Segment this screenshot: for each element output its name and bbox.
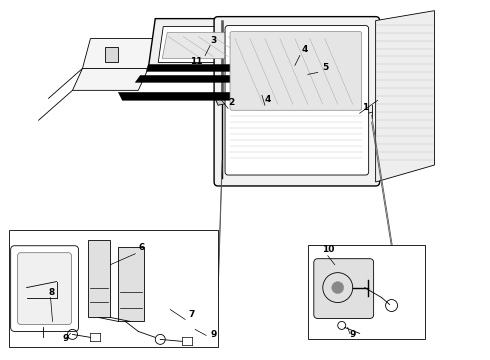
Polygon shape bbox=[148, 19, 315, 68]
Polygon shape bbox=[376, 11, 435, 182]
FancyBboxPatch shape bbox=[314, 259, 374, 319]
FancyBboxPatch shape bbox=[18, 253, 72, 324]
Text: 6: 6 bbox=[138, 243, 145, 252]
FancyBboxPatch shape bbox=[11, 246, 78, 332]
Text: 7: 7 bbox=[188, 310, 195, 319]
Polygon shape bbox=[158, 27, 304, 62]
Text: 3: 3 bbox=[210, 36, 217, 45]
Polygon shape bbox=[215, 95, 232, 105]
Text: 11: 11 bbox=[190, 58, 202, 67]
Polygon shape bbox=[147, 64, 315, 71]
Text: 2: 2 bbox=[228, 98, 234, 107]
Circle shape bbox=[332, 282, 343, 293]
Text: 4: 4 bbox=[265, 95, 271, 104]
Text: 9: 9 bbox=[63, 334, 69, 343]
Polygon shape bbox=[105, 46, 119, 62]
Bar bbox=[119, 247, 144, 321]
Bar bbox=[89, 240, 110, 318]
FancyBboxPatch shape bbox=[214, 17, 380, 186]
Text: 8: 8 bbox=[49, 288, 55, 297]
Text: 4: 4 bbox=[302, 45, 308, 54]
Bar bbox=[9, 230, 218, 347]
Text: 1: 1 bbox=[362, 103, 368, 112]
Polygon shape bbox=[82, 39, 155, 68]
Polygon shape bbox=[73, 68, 148, 90]
Text: 5: 5 bbox=[322, 63, 328, 72]
Polygon shape bbox=[119, 92, 278, 100]
Text: 9: 9 bbox=[350, 330, 356, 339]
Text: 9: 9 bbox=[210, 330, 217, 339]
Bar bbox=[308, 245, 425, 339]
FancyBboxPatch shape bbox=[230, 32, 362, 110]
Polygon shape bbox=[135, 75, 315, 82]
FancyBboxPatch shape bbox=[225, 26, 368, 175]
Text: 10: 10 bbox=[322, 245, 334, 254]
Polygon shape bbox=[162, 32, 274, 58]
